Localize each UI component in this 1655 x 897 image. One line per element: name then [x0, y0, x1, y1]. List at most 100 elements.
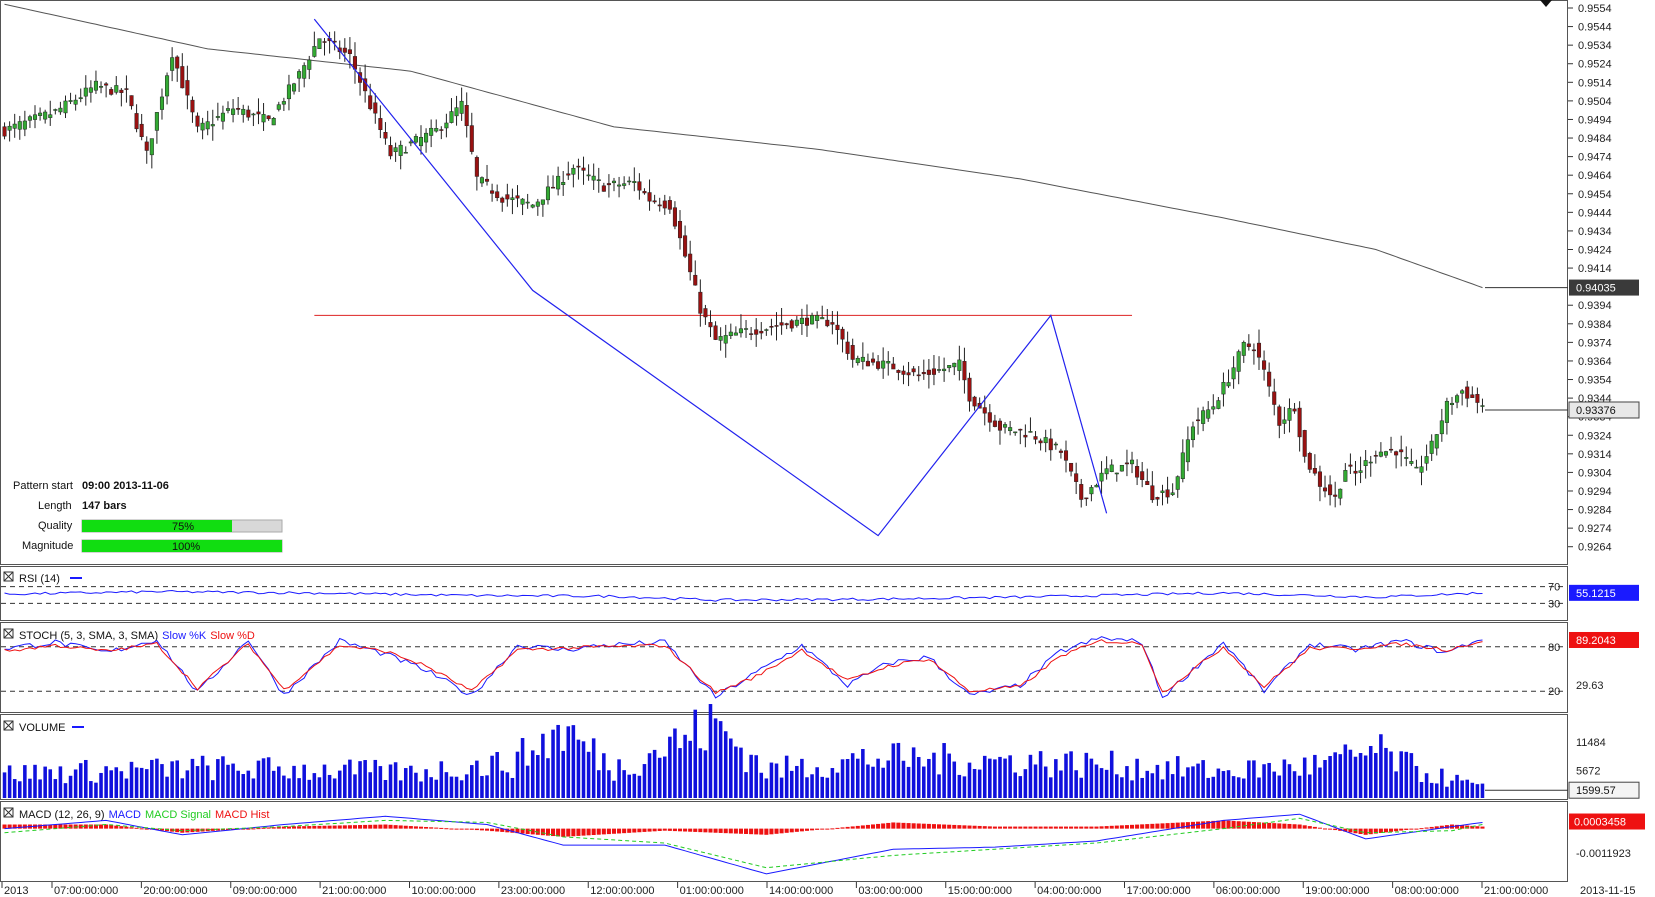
volume-bar: [1216, 768, 1221, 798]
volume-bar: [104, 766, 108, 798]
volume-bar: [759, 772, 764, 798]
macd-hist-bar: [418, 826, 424, 829]
macd-hist-bar: [398, 825, 403, 829]
candle-body: [520, 198, 525, 205]
stoch-level-label: 80: [1548, 642, 1560, 654]
volume-bar: [845, 759, 850, 798]
volume-bar: [78, 763, 83, 798]
macd-legend-macd: MACD: [109, 809, 141, 821]
macd-hist-bar: [1460, 825, 1465, 829]
macd-hist-bar: [622, 828, 627, 834]
rsi-axis: 70 30 55.1215: [1548, 582, 1639, 610]
macd-hist-bar: [484, 828, 490, 831]
volume-bar: [1089, 758, 1094, 798]
macd-hist-bar: [271, 827, 276, 829]
chevron-down-icon[interactable]: [1540, 0, 1552, 7]
volume-bar: [1028, 754, 1033, 798]
macd-hist-bar: [302, 826, 307, 829]
volume-bar: [1252, 760, 1256, 798]
volume-bar: [358, 761, 362, 798]
volume-bar: [210, 780, 215, 798]
candle-body: [662, 200, 667, 209]
candle-body: [571, 167, 576, 175]
volume-bar: [993, 759, 997, 798]
candle-body: [870, 358, 876, 363]
candle-body: [271, 118, 276, 126]
macd-tick-label: -0.0011923: [1576, 848, 1631, 860]
stoch-close-icon[interactable]: [3, 628, 14, 639]
candle-body: [1328, 484, 1333, 496]
macd-hist-bar: [1038, 826, 1043, 829]
candle-body: [647, 192, 652, 202]
volume-bar: [1465, 779, 1470, 798]
macd-hist-bar: [1256, 822, 1262, 829]
macd-legend-signal: MACD Signal: [145, 809, 211, 821]
volume-bar: [1033, 764, 1038, 798]
volume-bar: [561, 750, 565, 798]
volume-bar: [1059, 770, 1063, 798]
volume-bar: [810, 774, 814, 798]
volume-bar: [1145, 770, 1150, 798]
candle-body: [1348, 464, 1353, 467]
macd-title-text: MACD (12, 26, 9): [19, 809, 105, 821]
rsi-close-icon[interactable]: [3, 571, 14, 582]
stoch-min-label: 29.63: [1576, 680, 1604, 692]
candle-body: [1089, 487, 1094, 495]
volume-bar: [2, 772, 7, 798]
candle-body: [1226, 382, 1231, 387]
volume-bar: [94, 782, 98, 798]
macd-hist-bar: [870, 824, 876, 829]
volume-bar: [835, 772, 840, 798]
macd-hist-bar: [368, 824, 373, 829]
candle-body: [1008, 427, 1013, 432]
macd-hist-bar: [896, 822, 901, 829]
candle-body: [58, 107, 63, 113]
price-pane: 0.9554 0.9544 0.9534 0.9524 0.9514 0.9504 0.94…: [0, 0, 1640, 565]
volume-bar: [937, 774, 941, 798]
volume-bar: [657, 757, 662, 798]
candle-body: [144, 141, 149, 151]
macd-hist-bar: [1221, 820, 1226, 829]
volume-close-icon[interactable]: [3, 720, 14, 731]
time-tick-label: 2013: [4, 885, 28, 897]
volume-bar: [683, 734, 687, 798]
candle-body: [109, 89, 114, 95]
macd-hist-bar: [551, 828, 556, 837]
volume-bar: [1201, 760, 1205, 798]
volume-bar: [789, 770, 794, 798]
macd-hist-bar: [1414, 828, 1419, 830]
volume-bar: [1165, 761, 1170, 798]
macd-hist-bar: [571, 828, 576, 837]
macd-value-box: [1569, 813, 1645, 830]
candle-body: [799, 317, 804, 324]
macd-hist-bar: [322, 825, 327, 829]
candle-body: [22, 120, 27, 130]
candle-body: [215, 116, 220, 118]
macd-hist-bar: [703, 828, 708, 833]
volume-bar: [348, 759, 352, 798]
macd-hist-bar: [566, 828, 571, 837]
volume-bar: [906, 766, 911, 798]
candle-body: [159, 96, 165, 110]
time-tick-label: 19:00:00:000: [1305, 885, 1369, 897]
macd-hist-bar: [820, 828, 825, 830]
macd-close-icon[interactable]: [3, 807, 14, 818]
candle-body: [1201, 410, 1206, 424]
macd-hist-bar: [1135, 824, 1140, 829]
macd-hist-bar: [1226, 820, 1231, 829]
macd-hist-bar: [906, 823, 911, 829]
macd-hist-bar: [1307, 826, 1312, 829]
volume-bar: [373, 759, 378, 798]
candle-body: [1287, 408, 1292, 421]
macd-hist-bar: [774, 828, 779, 834]
candle-body: [1363, 460, 1368, 466]
candle-body: [1444, 400, 1449, 423]
macd-hist-bar: [1246, 821, 1251, 829]
macd-hist-bar: [495, 828, 500, 832]
volume-bar: [7, 765, 12, 798]
candle-body: [1307, 453, 1312, 470]
candle-body: [1292, 408, 1297, 412]
volume-bar: [1353, 756, 1358, 798]
volume-bar: [73, 769, 78, 798]
macd-hist-bar: [1363, 828, 1368, 835]
